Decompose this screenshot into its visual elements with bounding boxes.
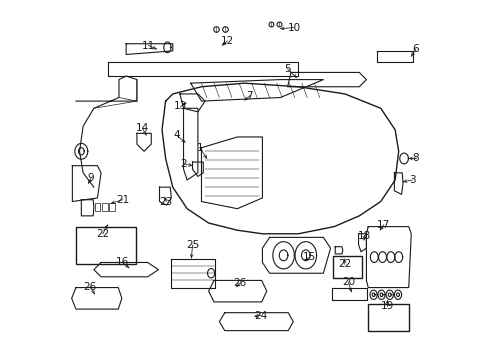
Text: 5: 5: [284, 64, 290, 74]
Text: 22: 22: [338, 259, 351, 269]
Text: 2: 2: [180, 159, 186, 169]
Text: 26: 26: [83, 282, 97, 292]
Text: 6: 6: [412, 44, 418, 54]
Text: 20: 20: [341, 277, 354, 287]
Text: 12: 12: [220, 36, 233, 46]
Text: 25: 25: [185, 240, 199, 250]
Text: 15: 15: [303, 252, 316, 262]
Text: 14: 14: [135, 123, 149, 133]
Text: 8: 8: [412, 153, 418, 163]
Text: 4: 4: [173, 130, 179, 140]
Bar: [109, 203, 115, 211]
Bar: [333, 256, 362, 278]
Text: 13: 13: [174, 102, 187, 112]
Text: 1: 1: [196, 143, 203, 153]
Text: 18: 18: [357, 231, 370, 240]
Bar: [94, 203, 100, 211]
Text: 9: 9: [87, 173, 94, 183]
Text: 22: 22: [96, 229, 109, 239]
Text: 26: 26: [233, 278, 246, 288]
Text: 11: 11: [142, 41, 155, 50]
Text: 10: 10: [287, 23, 300, 33]
Text: 24: 24: [253, 311, 267, 320]
Text: 17: 17: [376, 220, 389, 230]
Bar: [76, 226, 136, 264]
Bar: [367, 304, 408, 330]
Text: 23: 23: [160, 197, 173, 207]
Bar: [102, 203, 107, 211]
Text: 3: 3: [408, 175, 415, 185]
Text: 16: 16: [116, 257, 129, 267]
Text: 7: 7: [246, 91, 253, 101]
Text: 19: 19: [380, 301, 393, 311]
Text: 21: 21: [116, 195, 129, 205]
